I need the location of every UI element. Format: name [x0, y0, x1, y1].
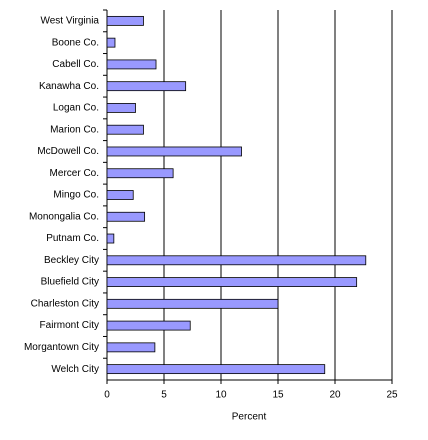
- x-axis-label: Percent: [232, 412, 267, 423]
- bar: [106, 320, 191, 331]
- bar: [106, 124, 144, 135]
- bar: [106, 190, 134, 200]
- y-tick-label: McDowell Co.: [37, 146, 99, 157]
- y-tick-label: Fairmont City: [40, 320, 99, 331]
- y-tick-label: Cabell Co.: [52, 59, 99, 70]
- y-tick-label: Bluefield City: [41, 277, 99, 288]
- y-tick-label: Charleston City: [31, 298, 99, 309]
- x-tick-label: 20: [329, 390, 341, 401]
- y-tick-label: Welch City: [51, 364, 99, 375]
- y-tick-label: West Virginia: [40, 16, 99, 27]
- bar: [106, 146, 242, 157]
- bar: [106, 298, 279, 309]
- y-tick-label: Mingo Co.: [53, 190, 99, 201]
- bar: [106, 168, 174, 179]
- y-tick-label: Morgantown City: [24, 342, 99, 353]
- y-tick-label: Logan Co.: [53, 103, 99, 114]
- x-tick-label: 25: [386, 390, 398, 401]
- y-tick-label: Mercer Co.: [50, 168, 99, 179]
- bar: [106, 364, 326, 375]
- bar: [106, 233, 115, 244]
- x-tick-label: 15: [272, 390, 284, 401]
- bar: [106, 342, 156, 353]
- bar: [106, 255, 367, 266]
- bar: [106, 81, 187, 92]
- x-tick-label: 10: [215, 390, 227, 401]
- x-tick-label: 5: [161, 390, 167, 401]
- bar: [106, 211, 146, 222]
- y-tick-label: Beckley City: [44, 255, 99, 266]
- bar: [106, 15, 144, 26]
- bar: [106, 37, 116, 48]
- y-tick-label: Monongalia Co.: [29, 211, 99, 222]
- y-tick-label: Kanawha Co.: [39, 81, 99, 92]
- bar: [106, 59, 157, 70]
- y-tick-label: Putnam Co.: [46, 233, 99, 244]
- y-tick-label: Boone Co.: [52, 37, 99, 48]
- x-tick-label: 0: [104, 390, 110, 401]
- y-tick-label: Marion Co.: [50, 124, 99, 135]
- bar: [106, 103, 136, 113]
- bar: [106, 277, 358, 287]
